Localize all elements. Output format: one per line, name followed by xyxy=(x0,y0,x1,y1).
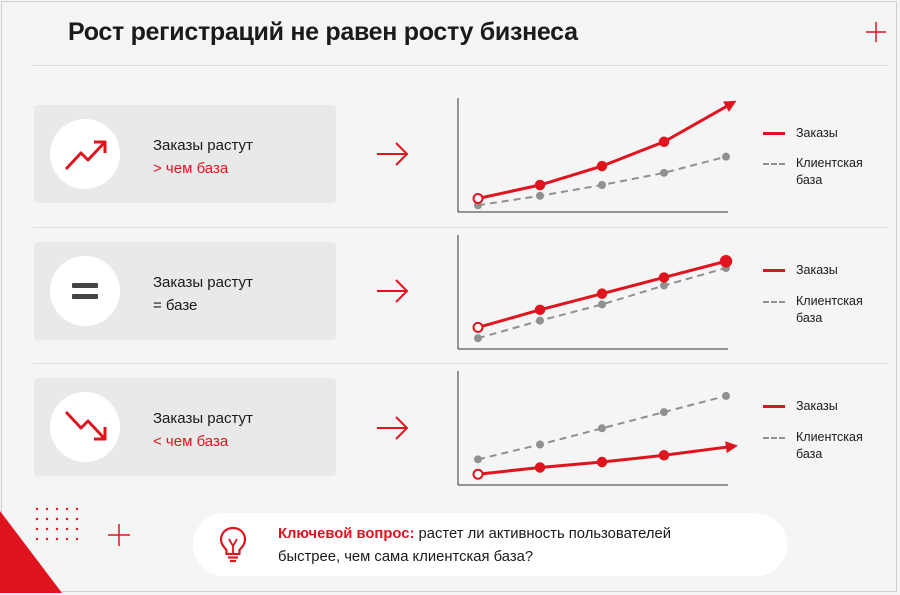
row-comparison: > чем база xyxy=(153,160,229,177)
row-divider xyxy=(33,227,889,228)
orders-point xyxy=(596,288,608,299)
page-title: Рост регистраций не равен росту бизнеса xyxy=(68,18,578,46)
plus-decoration-icon xyxy=(866,22,886,42)
series-orders-arrowhead xyxy=(725,441,738,454)
orders-point xyxy=(472,321,484,333)
orders-point xyxy=(719,255,733,268)
orders-point xyxy=(472,193,484,204)
icon-circle xyxy=(50,256,120,326)
key-question-line2: быстрее, чем сама клиентская база? xyxy=(278,549,534,565)
client-base-point xyxy=(660,168,668,177)
client-base-point xyxy=(536,316,544,325)
client-base-point xyxy=(536,440,544,449)
orders-point xyxy=(534,304,546,316)
client-base-point xyxy=(660,281,668,290)
key-question-line1: растет ли активность пользователей xyxy=(414,526,671,542)
arrow-right-icon xyxy=(377,416,409,440)
decoration-dot xyxy=(65,537,69,541)
decoration-dot xyxy=(65,517,69,521)
key-question-card: Ключевой вопрос: растет ли активность по… xyxy=(193,513,787,576)
client-base-point xyxy=(598,424,606,433)
series-orders-line xyxy=(477,445,731,476)
decoration-dot xyxy=(75,517,79,521)
series-client-base-line xyxy=(477,267,727,340)
row-label: Заказы растут xyxy=(153,274,253,291)
arrow-right-icon xyxy=(377,279,409,303)
decoration-dot xyxy=(45,527,49,531)
key-question-text: Ключевой вопрос: растет ли активность по… xyxy=(278,523,671,569)
orders-point xyxy=(534,179,546,191)
row-comparison: < чем база xyxy=(153,433,229,450)
decoration-dot xyxy=(75,527,79,531)
client-base-point xyxy=(474,455,482,464)
orders-point xyxy=(658,272,670,283)
client-base-point xyxy=(598,300,606,309)
decoration-dot xyxy=(35,537,39,541)
decoration-dot xyxy=(65,507,69,511)
trend-up-icon xyxy=(64,140,107,171)
corner-triangle-decoration xyxy=(0,511,62,593)
orders-point xyxy=(596,456,608,468)
trend-down-icon xyxy=(64,410,107,441)
orders-point xyxy=(472,468,484,480)
decoration-dot xyxy=(55,517,59,521)
icon-circle xyxy=(50,119,120,189)
decoration-dot xyxy=(35,527,39,531)
decoration-dot xyxy=(45,507,49,511)
key-question-label: Ключевой вопрос: xyxy=(278,526,415,542)
equals-icon xyxy=(72,283,98,299)
client-base-point xyxy=(660,408,668,417)
client-base-point xyxy=(598,181,606,189)
row-divider xyxy=(33,363,889,364)
decoration-dot xyxy=(55,537,59,541)
client-base-point xyxy=(722,391,730,400)
title-divider xyxy=(33,65,889,66)
decoration-dot xyxy=(75,507,79,511)
decoration-dot xyxy=(55,507,59,511)
client-base-point xyxy=(474,334,482,343)
decoration-dot xyxy=(35,507,39,511)
dot-grid-decoration xyxy=(35,507,79,541)
decoration-dot xyxy=(75,537,79,541)
decoration-dot xyxy=(45,537,49,541)
orders-point xyxy=(658,136,670,148)
decoration-dot xyxy=(55,527,59,531)
client-base-point xyxy=(536,191,544,200)
chart-orders-vs-base-2 xyxy=(457,235,733,350)
series-orders-arrowhead xyxy=(723,100,737,112)
row-label: Заказы растут xyxy=(153,410,253,427)
orders-point xyxy=(658,450,670,461)
plus-decoration-icon xyxy=(108,524,130,546)
chart-orders-vs-base-1 xyxy=(457,98,737,213)
row-card-growth-faster: Заказы растут > чем база xyxy=(34,105,336,203)
row-comparison: = базе xyxy=(153,297,198,314)
chart-orders-vs-base-3 xyxy=(457,371,738,486)
row-card-growth-equal: Заказы растут = базе xyxy=(34,242,336,340)
row-label: Заказы растут xyxy=(153,137,253,154)
series-orders-line xyxy=(477,103,731,200)
arrow-right-icon xyxy=(377,142,409,166)
client-base-point xyxy=(722,152,730,161)
orders-point xyxy=(596,160,608,172)
row-card-growth-slower: Заказы растут < чем база xyxy=(34,378,336,476)
decoration-dot xyxy=(35,517,39,521)
icon-circle xyxy=(50,392,120,462)
decoration-dot xyxy=(65,527,69,531)
orders-point xyxy=(534,462,546,473)
series-client-base-line xyxy=(477,394,727,461)
lightbulb-icon xyxy=(219,526,247,563)
decoration-dot xyxy=(45,517,49,521)
